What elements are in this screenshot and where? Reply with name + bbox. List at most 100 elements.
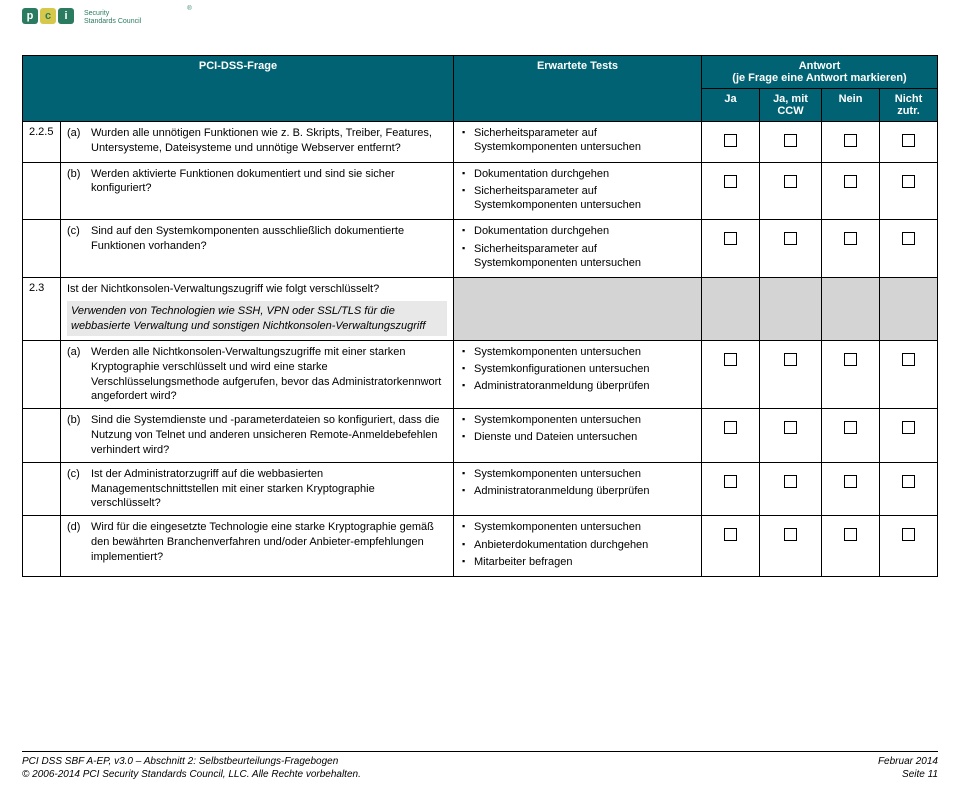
test-item: Systemkomponenten untersuchen xyxy=(462,345,695,359)
checkbox-ccw[interactable] xyxy=(760,122,822,163)
checkbox-icon[interactable] xyxy=(724,528,737,541)
question-text: Werden alle Nichtkonsolen-Verwaltungszug… xyxy=(91,345,447,404)
test-item: Mitarbeiter befragen xyxy=(462,555,695,569)
checkbox-icon[interactable] xyxy=(724,175,737,188)
checkbox-nz[interactable] xyxy=(880,409,938,463)
checkbox-icon[interactable] xyxy=(844,421,857,434)
tests-cell: Systemkomponenten untersuchenDienste und… xyxy=(454,409,702,463)
checkbox-icon[interactable] xyxy=(784,175,797,188)
logo-reg: ® xyxy=(187,6,191,12)
footer-left-1: PCI DSS SBF A-EP, v3.0 – Abschnitt 2: Se… xyxy=(22,756,338,767)
checkbox-icon[interactable] xyxy=(902,175,915,188)
checkbox-nein[interactable] xyxy=(822,340,880,408)
checkbox-icon[interactable] xyxy=(784,475,797,488)
test-item: Systemkomponenten untersuchen xyxy=(462,467,695,481)
checkbox-ccw[interactable] xyxy=(760,340,822,408)
checkbox-icon[interactable] xyxy=(902,353,915,366)
checkbox-ccw xyxy=(760,278,822,340)
checkbox-nz[interactable] xyxy=(880,122,938,163)
checkbox-icon[interactable] xyxy=(844,528,857,541)
checkbox-icon[interactable] xyxy=(844,232,857,245)
checkbox-icon[interactable] xyxy=(844,353,857,366)
checkbox-nein[interactable] xyxy=(822,409,880,463)
test-item: Sicherheitsparameter auf Systemkomponent… xyxy=(462,242,695,271)
checkbox-icon[interactable] xyxy=(784,353,797,366)
checkbox-nz[interactable] xyxy=(880,162,938,220)
checkbox-ccw[interactable] xyxy=(760,409,822,463)
pci-logo: p c i SecurityStandards Council ® xyxy=(22,8,192,25)
checkbox-ja[interactable] xyxy=(702,340,760,408)
checkbox-nein[interactable] xyxy=(822,122,880,163)
logo-p: p xyxy=(22,8,38,24)
question-number xyxy=(23,220,61,278)
checkbox-icon[interactable] xyxy=(844,475,857,488)
table-row: (d)Wird für die eingesetzte Technologie … xyxy=(23,516,938,577)
question-number: 2.2.5 xyxy=(23,122,61,163)
col-header-tests: Erwartete Tests xyxy=(454,56,702,122)
tests-cell: Dokumentation durchgehenSicherheitsparam… xyxy=(454,220,702,278)
checkbox-nz[interactable] xyxy=(880,220,938,278)
question-cell: (a)Wurden alle unnötigen Funktionen wie … xyxy=(61,122,454,163)
table-row: (a)Werden alle Nichtkonsolen-Verwaltungs… xyxy=(23,340,938,408)
checkbox-icon[interactable] xyxy=(902,134,915,147)
logo-i: i xyxy=(58,8,74,24)
checkbox-ja[interactable] xyxy=(702,122,760,163)
checkbox-icon[interactable] xyxy=(724,353,737,366)
checkbox-icon[interactable] xyxy=(784,421,797,434)
question-cell: (c)Sind auf den Systemkomponenten aussch… xyxy=(61,220,454,278)
test-item: Systemkomponenten untersuchen xyxy=(462,413,695,427)
checkbox-ja[interactable] xyxy=(702,409,760,463)
question-cell: Ist der Nichtkonsolen-Verwaltungszugriff… xyxy=(61,278,454,340)
question-label: (d) xyxy=(67,520,85,565)
col-header-question: PCI-DSS-Frage xyxy=(23,56,454,122)
table-row: (c)Sind auf den Systemkomponenten aussch… xyxy=(23,220,938,278)
test-item: Anbieterdokumentation durchgehen xyxy=(462,538,695,552)
col-header-ccw: Ja, mit CCW xyxy=(760,89,822,122)
pci-dss-table: PCI-DSS-Frage Erwartete Tests Antwort (j… xyxy=(22,55,938,577)
checkbox-icon[interactable] xyxy=(724,421,737,434)
checkbox-icon[interactable] xyxy=(724,134,737,147)
col-header-ja: Ja xyxy=(702,89,760,122)
checkbox-ja xyxy=(702,278,760,340)
tests-cell: Systemkomponenten untersuchen Anbieterdok… xyxy=(454,516,702,577)
checkbox-icon[interactable] xyxy=(902,232,915,245)
checkbox-ja[interactable] xyxy=(702,162,760,220)
checkbox-ja[interactable] xyxy=(702,516,760,577)
checkbox-ccw[interactable] xyxy=(760,162,822,220)
checkbox-nz[interactable] xyxy=(880,462,938,516)
table-row: (b)Sind die Systemdienste und -parameter… xyxy=(23,409,938,463)
tests-cell: Systemkomponenten untersuchenAdministrat… xyxy=(454,462,702,516)
checkbox-nein[interactable] xyxy=(822,462,880,516)
checkbox-nz[interactable] xyxy=(880,340,938,408)
question-cell: (b)Sind die Systemdienste und -parameter… xyxy=(61,409,454,463)
checkbox-nz[interactable] xyxy=(880,516,938,577)
checkbox-ccw[interactable] xyxy=(760,516,822,577)
checkbox-icon[interactable] xyxy=(784,232,797,245)
col-header-nz: Nicht zutr. xyxy=(880,89,938,122)
checkbox-icon[interactable] xyxy=(784,134,797,147)
checkbox-icon[interactable] xyxy=(902,421,915,434)
table-row: (c)Ist der Administratorzugriff auf die … xyxy=(23,462,938,516)
checkbox-ja[interactable] xyxy=(702,462,760,516)
checkbox-nein[interactable] xyxy=(822,220,880,278)
question-number xyxy=(23,162,61,220)
test-item: Dokumentation durchgehen xyxy=(462,167,695,181)
checkbox-icon[interactable] xyxy=(844,175,857,188)
checkbox-ccw[interactable] xyxy=(760,462,822,516)
checkbox-icon[interactable] xyxy=(724,232,737,245)
checkbox-icon[interactable] xyxy=(784,528,797,541)
test-item: Administratoranmeldung überprüfen xyxy=(462,379,695,393)
checkbox-icon[interactable] xyxy=(902,528,915,541)
checkbox-ja[interactable] xyxy=(702,220,760,278)
question-label: (a) xyxy=(67,126,85,156)
checkbox-icon[interactable] xyxy=(844,134,857,147)
checkbox-nein[interactable] xyxy=(822,516,880,577)
test-item: Systemkomponenten untersuchen xyxy=(462,520,695,534)
checkbox-ccw[interactable] xyxy=(760,220,822,278)
test-item: Sicherheitsparameter auf Systemkomponent… xyxy=(462,184,695,213)
test-item: Sicherheitsparameter auf Systemkomponent… xyxy=(462,126,695,155)
checkbox-icon[interactable] xyxy=(724,475,737,488)
tests-cell: Sicherheitsparameter auf Systemkomponent… xyxy=(454,122,702,163)
checkbox-nein[interactable] xyxy=(822,162,880,220)
checkbox-icon[interactable] xyxy=(902,475,915,488)
